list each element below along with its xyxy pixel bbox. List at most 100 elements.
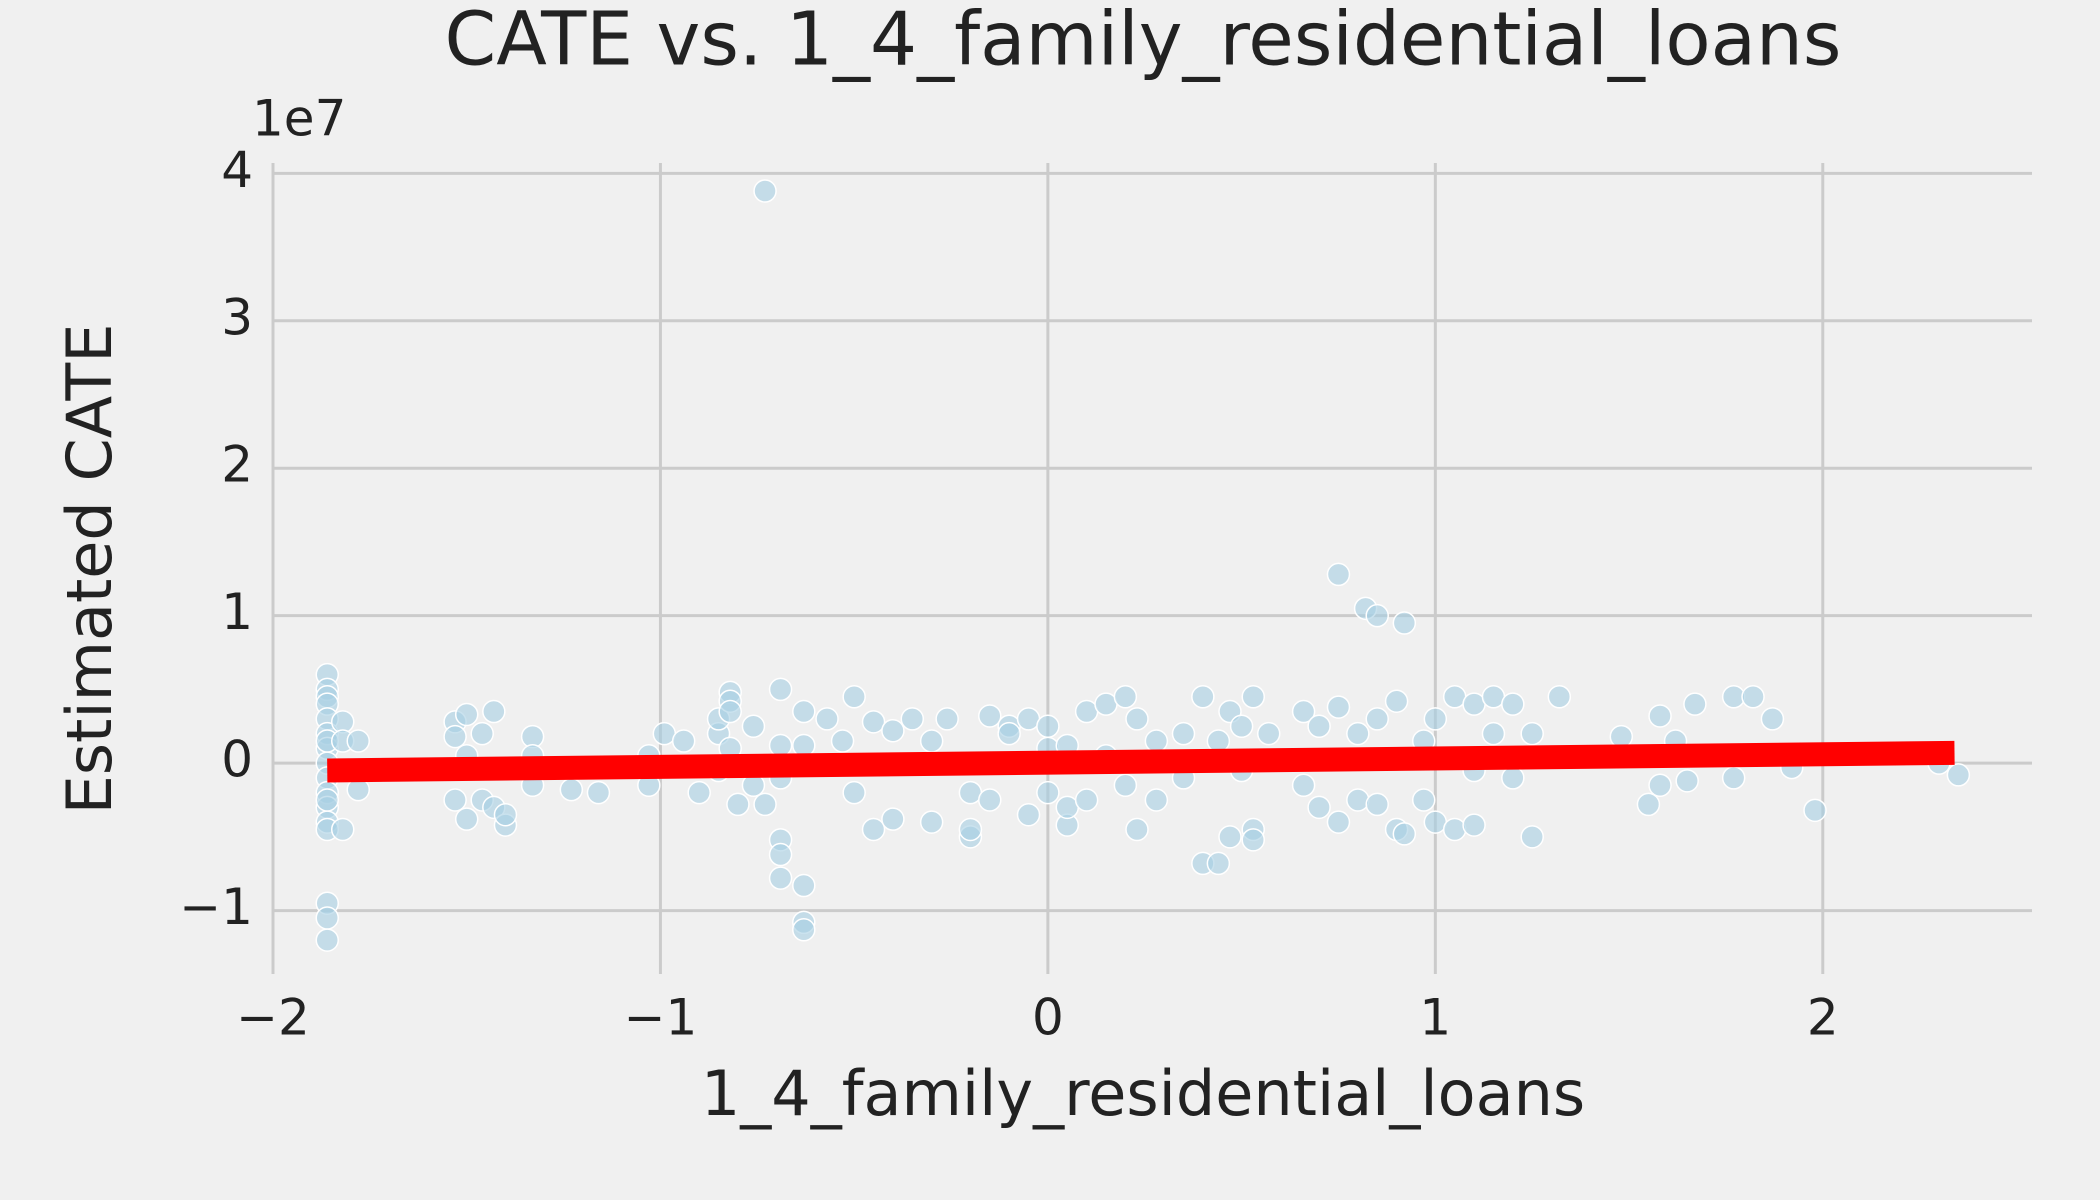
point	[919, 810, 944, 834]
offset-label: 1e7	[252, 90, 346, 148]
point	[1365, 792, 1389, 817]
point	[1206, 729, 1231, 753]
point	[792, 918, 816, 942]
point	[768, 733, 793, 758]
point	[997, 721, 1021, 746]
point	[443, 724, 467, 749]
point	[1191, 685, 1215, 709]
point	[768, 677, 793, 702]
point	[1256, 721, 1281, 746]
point	[482, 699, 506, 724]
point	[330, 817, 355, 842]
chart-title: CATE vs. 1_4_family_residential_loans	[445, 0, 1842, 83]
point	[1229, 714, 1254, 739]
point	[1609, 724, 1634, 749]
point	[1241, 685, 1265, 709]
y-tick-label: −1	[179, 878, 253, 936]
point	[1326, 810, 1351, 834]
point	[726, 792, 750, 817]
point	[1206, 851, 1231, 876]
point	[1411, 788, 1436, 812]
point	[830, 729, 855, 753]
point	[470, 721, 494, 746]
point	[815, 707, 839, 731]
point	[1741, 685, 1765, 709]
point	[586, 780, 611, 805]
point	[671, 729, 696, 753]
point	[792, 699, 816, 724]
point	[1326, 562, 1351, 587]
point	[454, 807, 479, 831]
point	[1675, 769, 1699, 793]
point	[1423, 707, 1448, 731]
point	[1501, 766, 1525, 790]
point	[842, 780, 866, 805]
point	[1946, 763, 1971, 787]
point	[861, 710, 886, 734]
point	[861, 817, 886, 842]
y-axis-label: Estimated CATE	[53, 324, 126, 815]
point	[1346, 721, 1370, 746]
point	[1291, 699, 1316, 724]
point	[1648, 704, 1672, 728]
point	[1346, 788, 1370, 812]
point	[1384, 689, 1409, 713]
point	[1365, 603, 1389, 628]
point	[1636, 792, 1661, 817]
point	[900, 707, 925, 731]
point	[454, 702, 479, 727]
point	[1307, 795, 1331, 820]
point	[919, 729, 944, 753]
point	[315, 928, 339, 952]
point	[768, 866, 793, 890]
point	[1520, 825, 1544, 849]
point	[935, 707, 959, 731]
point	[1365, 707, 1389, 731]
y-tick-label: 3	[221, 288, 253, 346]
point	[346, 729, 370, 753]
point	[1520, 721, 1544, 746]
point	[1036, 780, 1060, 805]
y-tick-label: 1	[221, 583, 253, 641]
point	[443, 788, 467, 812]
point	[978, 704, 1002, 728]
point	[1760, 707, 1785, 731]
point	[792, 873, 816, 898]
point	[1125, 817, 1149, 842]
point	[1291, 773, 1316, 798]
point	[958, 817, 983, 842]
y-tick-label: 0	[221, 731, 253, 789]
point	[741, 714, 766, 739]
point	[792, 733, 816, 758]
point	[1326, 695, 1351, 719]
point	[1683, 692, 1707, 716]
point	[1442, 817, 1467, 842]
point	[1144, 729, 1169, 753]
point	[315, 788, 339, 812]
point	[687, 780, 711, 805]
fit-line	[327, 740, 1955, 783]
point	[1721, 766, 1746, 790]
point	[1392, 822, 1417, 846]
point	[1074, 788, 1099, 812]
point	[1241, 828, 1265, 852]
point	[1016, 802, 1041, 827]
x-tick-label: 0	[1032, 989, 1064, 1047]
x-tick-label: −2	[236, 989, 310, 1047]
point	[881, 807, 905, 831]
point	[1501, 692, 1525, 716]
point	[1113, 773, 1138, 798]
point	[1218, 825, 1242, 849]
point	[1462, 813, 1486, 837]
point	[1392, 611, 1417, 635]
point	[1171, 721, 1196, 746]
point	[315, 906, 339, 930]
x-tick-label: 1	[1419, 989, 1451, 1047]
point	[559, 777, 584, 802]
point	[1113, 685, 1138, 709]
y-tick-label: 4	[221, 141, 253, 199]
point	[1125, 707, 1149, 731]
point	[1648, 773, 1672, 798]
